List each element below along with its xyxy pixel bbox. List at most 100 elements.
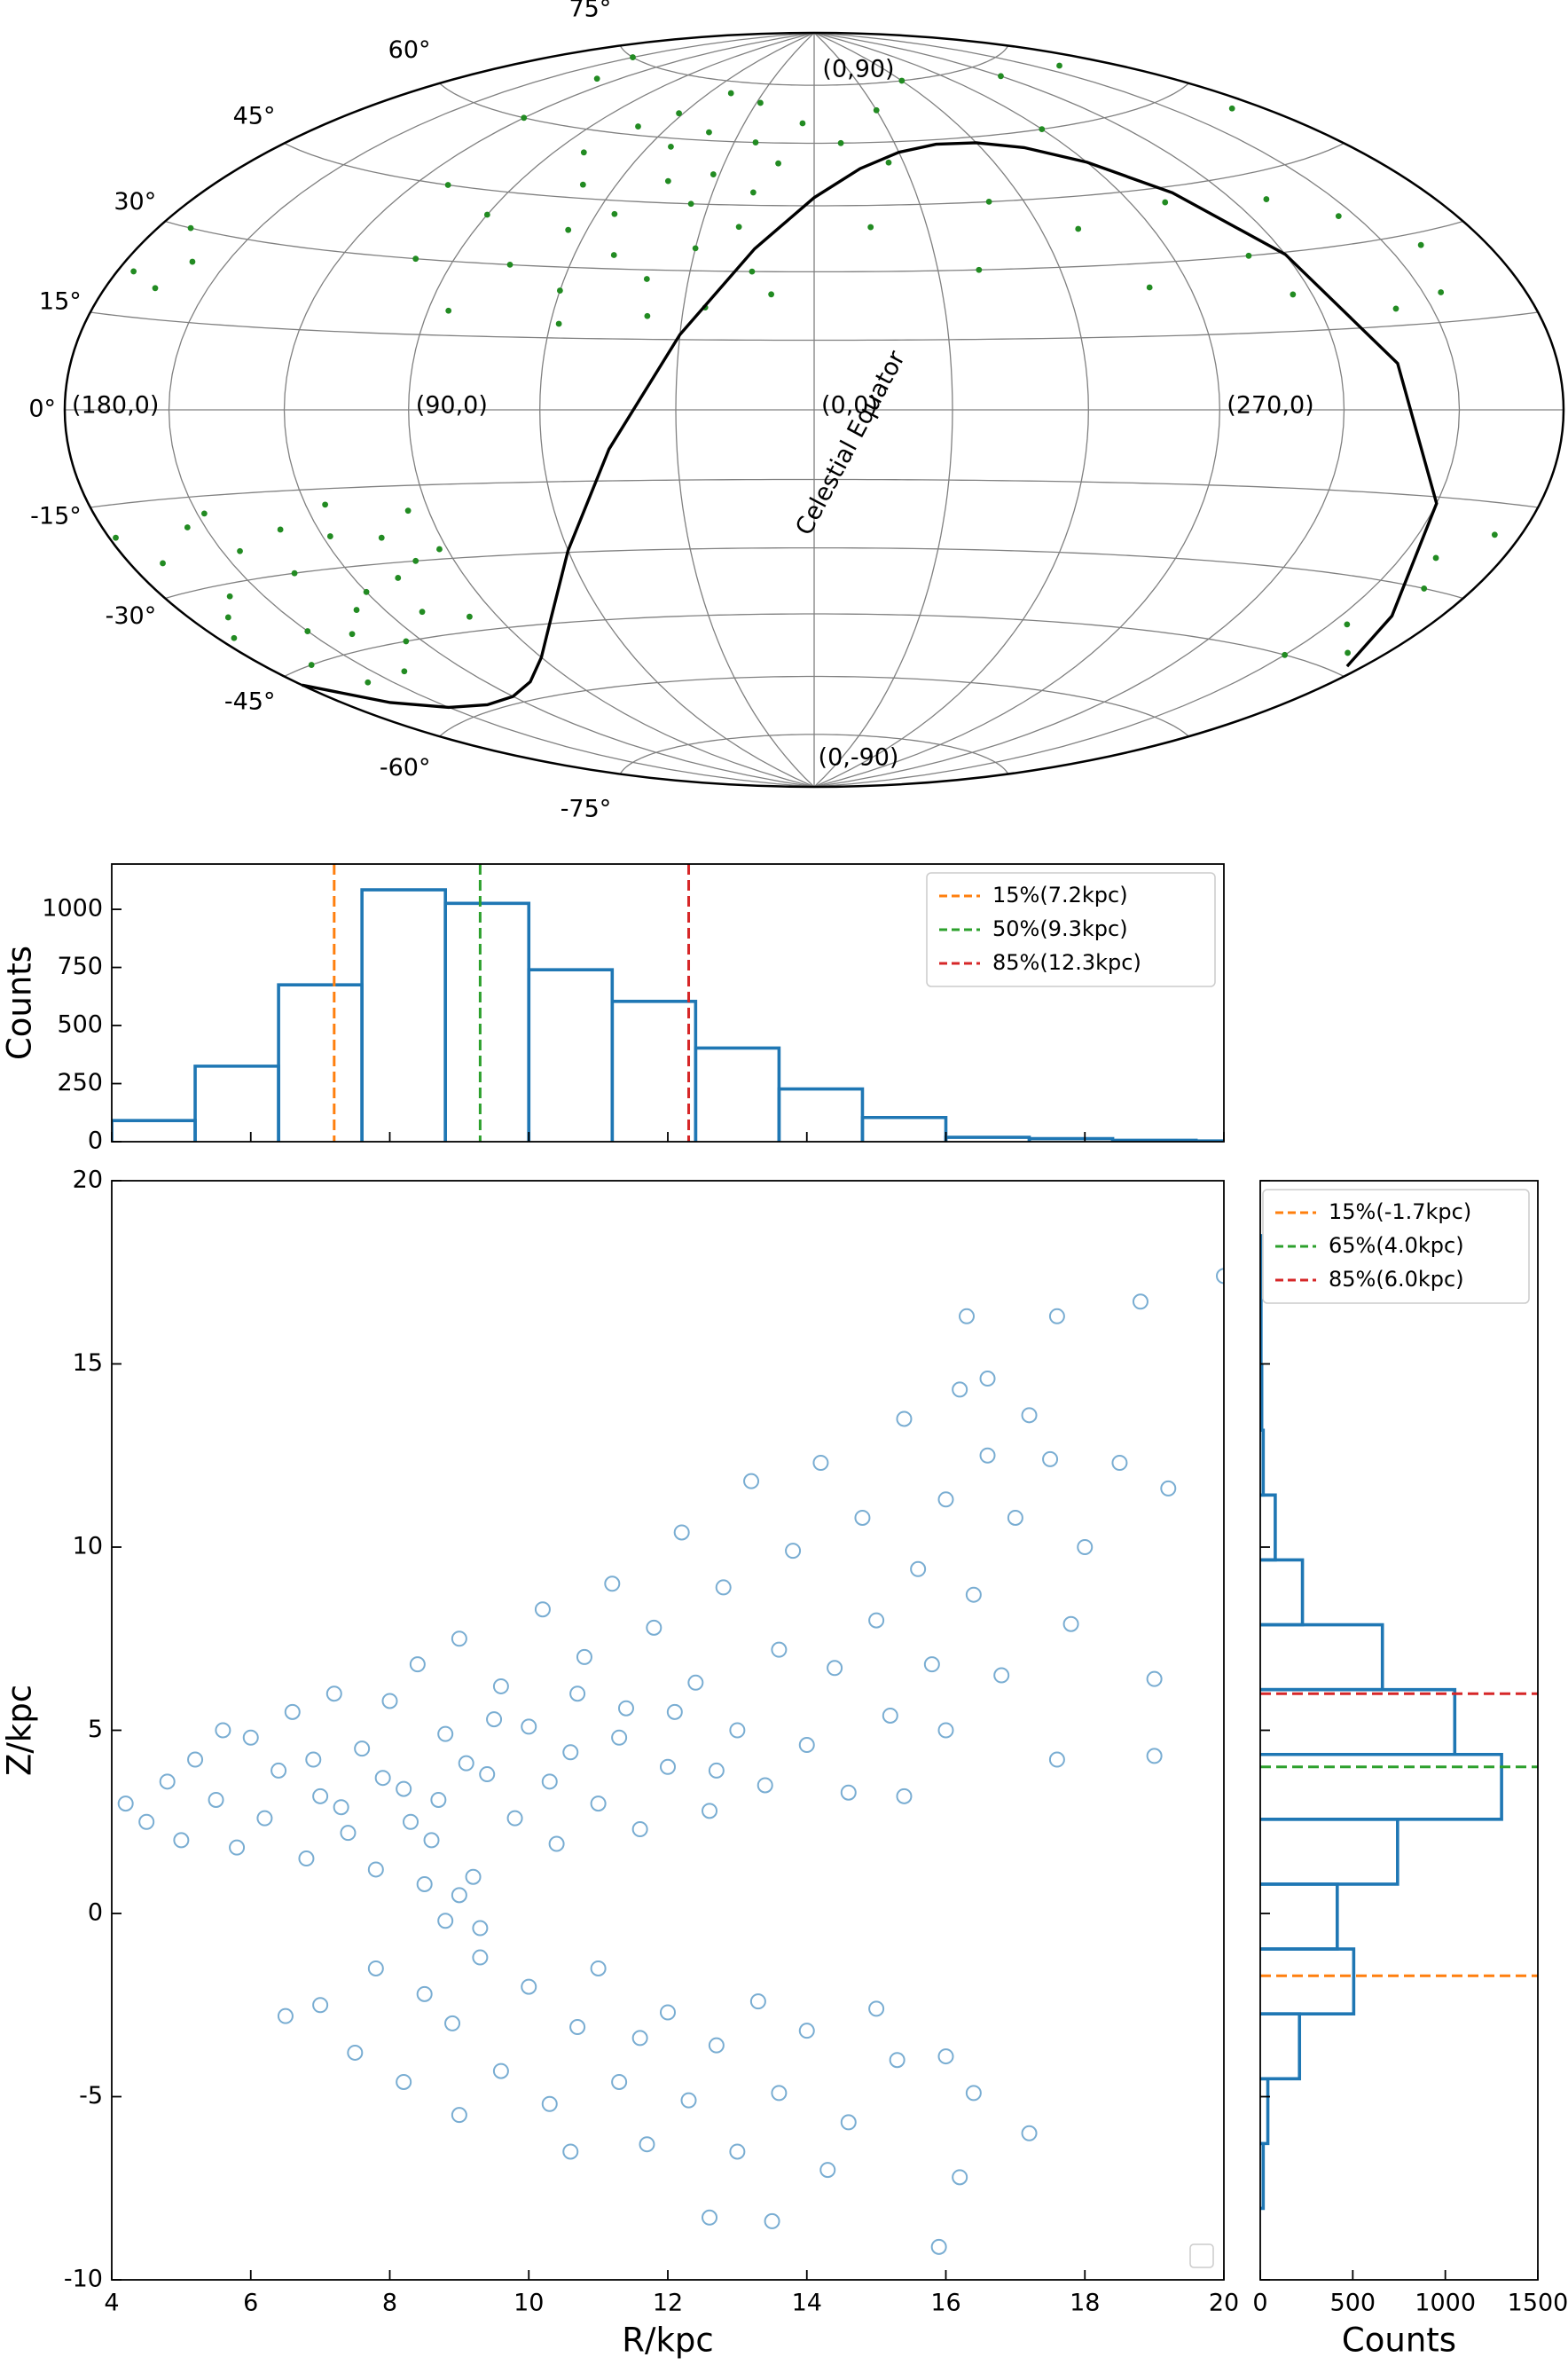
scatter-point (868, 1612, 885, 1629)
scatter-point (312, 1997, 329, 2014)
scatter-point (798, 1737, 815, 1754)
star-point (687, 200, 694, 208)
x-tick-label: 1000 (1415, 2290, 1476, 2317)
hist-bin (1260, 1622, 1384, 1692)
meridian (813, 32, 1345, 788)
hist-bin (360, 888, 447, 1142)
scatter-point (325, 1685, 342, 1702)
hist-bin (443, 901, 531, 1142)
legend-label: 85%(6.0kpc) (1329, 1267, 1464, 1292)
scatter-point (660, 1758, 676, 1775)
latitude-label: -45° (224, 688, 276, 716)
scatter-point (680, 2092, 697, 2109)
scatter-point (965, 2085, 982, 2102)
scatter-point (416, 1985, 433, 2002)
meridian (813, 32, 953, 788)
legend-label: 50%(9.3kpc) (992, 916, 1128, 941)
scatter-point (993, 1667, 1010, 1684)
hist-bin (193, 1065, 280, 1142)
scatter-point (1062, 1615, 1079, 1632)
hist-bin (1260, 1818, 1399, 1886)
star-point (593, 75, 600, 82)
star-point (349, 631, 356, 638)
coord-label: (270,0) (1227, 392, 1313, 420)
scatter-point (374, 1770, 391, 1787)
scatter-point (381, 1693, 398, 1709)
hist-bin (277, 983, 364, 1142)
hist-bin (694, 1046, 781, 1142)
scatter-point (896, 1788, 913, 1804)
scatter-point (889, 2052, 906, 2069)
scatter-point (1077, 1539, 1094, 1555)
star-point (378, 534, 385, 541)
y-tick-label: -10 (64, 2266, 103, 2293)
scatter-point (708, 2037, 725, 2054)
star-point (735, 224, 742, 231)
x-tick-label: 14 (792, 2290, 822, 2317)
meridian (675, 32, 815, 788)
star-point (231, 634, 238, 641)
star-point (1282, 651, 1289, 658)
scatter-point (1160, 1480, 1177, 1497)
scatter-point (979, 1447, 996, 1464)
star-point (630, 54, 636, 60)
equator-label: Celestial Equator (790, 346, 911, 540)
meridian (813, 32, 1089, 788)
scatter-point (639, 2136, 655, 2153)
star-point (226, 593, 233, 600)
coord-label: (90,0) (416, 392, 488, 420)
scatter-point (541, 1773, 558, 1790)
scatter-point (1007, 1509, 1023, 1526)
x-tick-label: 18 (1070, 2290, 1100, 2317)
x-tick-label: 4 (104, 2290, 119, 2317)
star-point (555, 320, 562, 327)
scatter-point (937, 1491, 954, 1508)
scatter-point (631, 1821, 648, 1838)
scatter-point (569, 2019, 586, 2036)
x-tick-label: 16 (930, 2290, 960, 2317)
scatter-point (229, 1839, 246, 1856)
scatter-point (451, 1887, 467, 1904)
scatter-point (611, 1729, 628, 1746)
scatter-point (173, 1832, 190, 1849)
scatter-point (492, 2062, 509, 2079)
latitude-label: -60° (380, 754, 431, 782)
plot-area (117, 1268, 1224, 2255)
latitude-label: 45° (233, 102, 276, 130)
star-point (224, 614, 231, 621)
scatter-point (729, 1722, 746, 1739)
star-point (1162, 199, 1169, 206)
star-point (768, 291, 775, 298)
star-point (1039, 126, 1046, 133)
scatter-point (910, 1560, 927, 1577)
star-point (130, 268, 137, 275)
scatter-point (757, 1777, 773, 1794)
scatter-point (952, 1381, 968, 1398)
star-point (353, 607, 360, 613)
star-point (152, 285, 159, 292)
star-point (976, 266, 983, 273)
star-point (635, 123, 641, 130)
hist-bin (860, 1115, 948, 1142)
legend-label: 15%(7.2kpc) (992, 883, 1128, 908)
hist-bin (527, 968, 615, 1142)
scatter-point (521, 1978, 537, 1995)
scatter-point (673, 1524, 690, 1541)
star-point (1056, 62, 1062, 69)
scatter-point (562, 2143, 579, 2160)
axes-frame (1259, 1180, 1539, 2281)
scatter-point (403, 1813, 419, 1830)
scatter-point (548, 1835, 565, 1852)
scatter-point (430, 1791, 447, 1808)
scatter-point (749, 1993, 766, 2010)
star-point (401, 668, 408, 675)
scatter-point (840, 1784, 857, 1801)
scatter-point (451, 1630, 467, 1647)
meridian (408, 32, 815, 788)
scatter-point (569, 1685, 586, 1702)
scatter-point (729, 2143, 746, 2160)
scatter-point (590, 1960, 607, 1976)
scatter-point (708, 1762, 725, 1779)
scatter-point (764, 2212, 780, 2229)
scatter-point (617, 1700, 634, 1717)
